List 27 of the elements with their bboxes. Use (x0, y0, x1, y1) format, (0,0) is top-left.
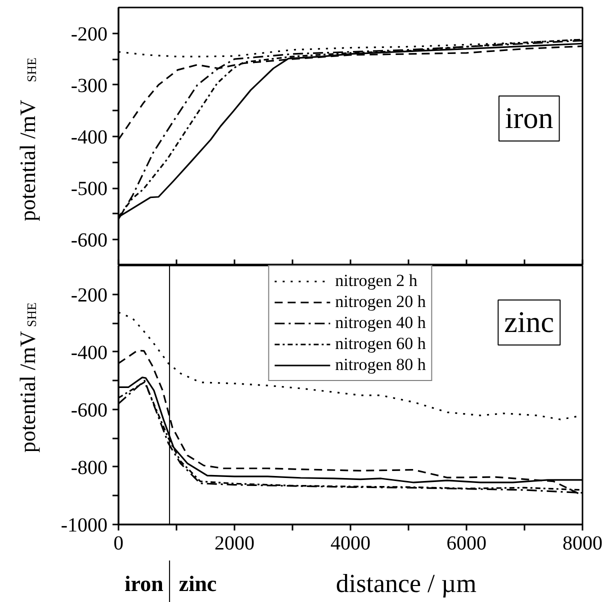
y-tick-label: -400 (70, 126, 108, 148)
x-axis-title: distance / µm (336, 569, 476, 598)
legend-label: nitrogen 2 h (335, 271, 418, 291)
y-tick-label: -500 (70, 178, 108, 200)
y-tick-label: -600 (70, 399, 108, 422)
text: zinc (178, 571, 217, 596)
x-tick-label: 2000 (214, 532, 254, 554)
y-axis-title: potential /mVSHE (15, 57, 40, 222)
y-tick-label: -600 (70, 230, 108, 252)
text: iron (504, 102, 554, 135)
y-tick-label: -200 (70, 23, 108, 46)
text: iron (124, 571, 164, 596)
x-tick-label: 4000 (330, 532, 370, 554)
legend-label: nitrogen 40 h (335, 313, 426, 333)
legend-label: nitrogen 80 h (335, 355, 426, 375)
y-axis-title: potential /mVSHE (15, 302, 40, 453)
legend-label: nitrogen 60 h (335, 334, 426, 354)
legend-label: nitrogen 20 h (335, 292, 426, 312)
y-tick-label: -300 (70, 74, 108, 97)
x-tick-label: 8000 (562, 532, 602, 554)
y-tick-label: -400 (70, 342, 108, 364)
text: zinc (504, 306, 554, 339)
y-tick-label: -1000 (60, 514, 108, 536)
x-tick-label: 0 (114, 532, 124, 554)
y-tick-label: -800 (70, 456, 108, 479)
y-tick-label: -200 (70, 284, 108, 306)
x-tick-label: 6000 (446, 532, 486, 554)
